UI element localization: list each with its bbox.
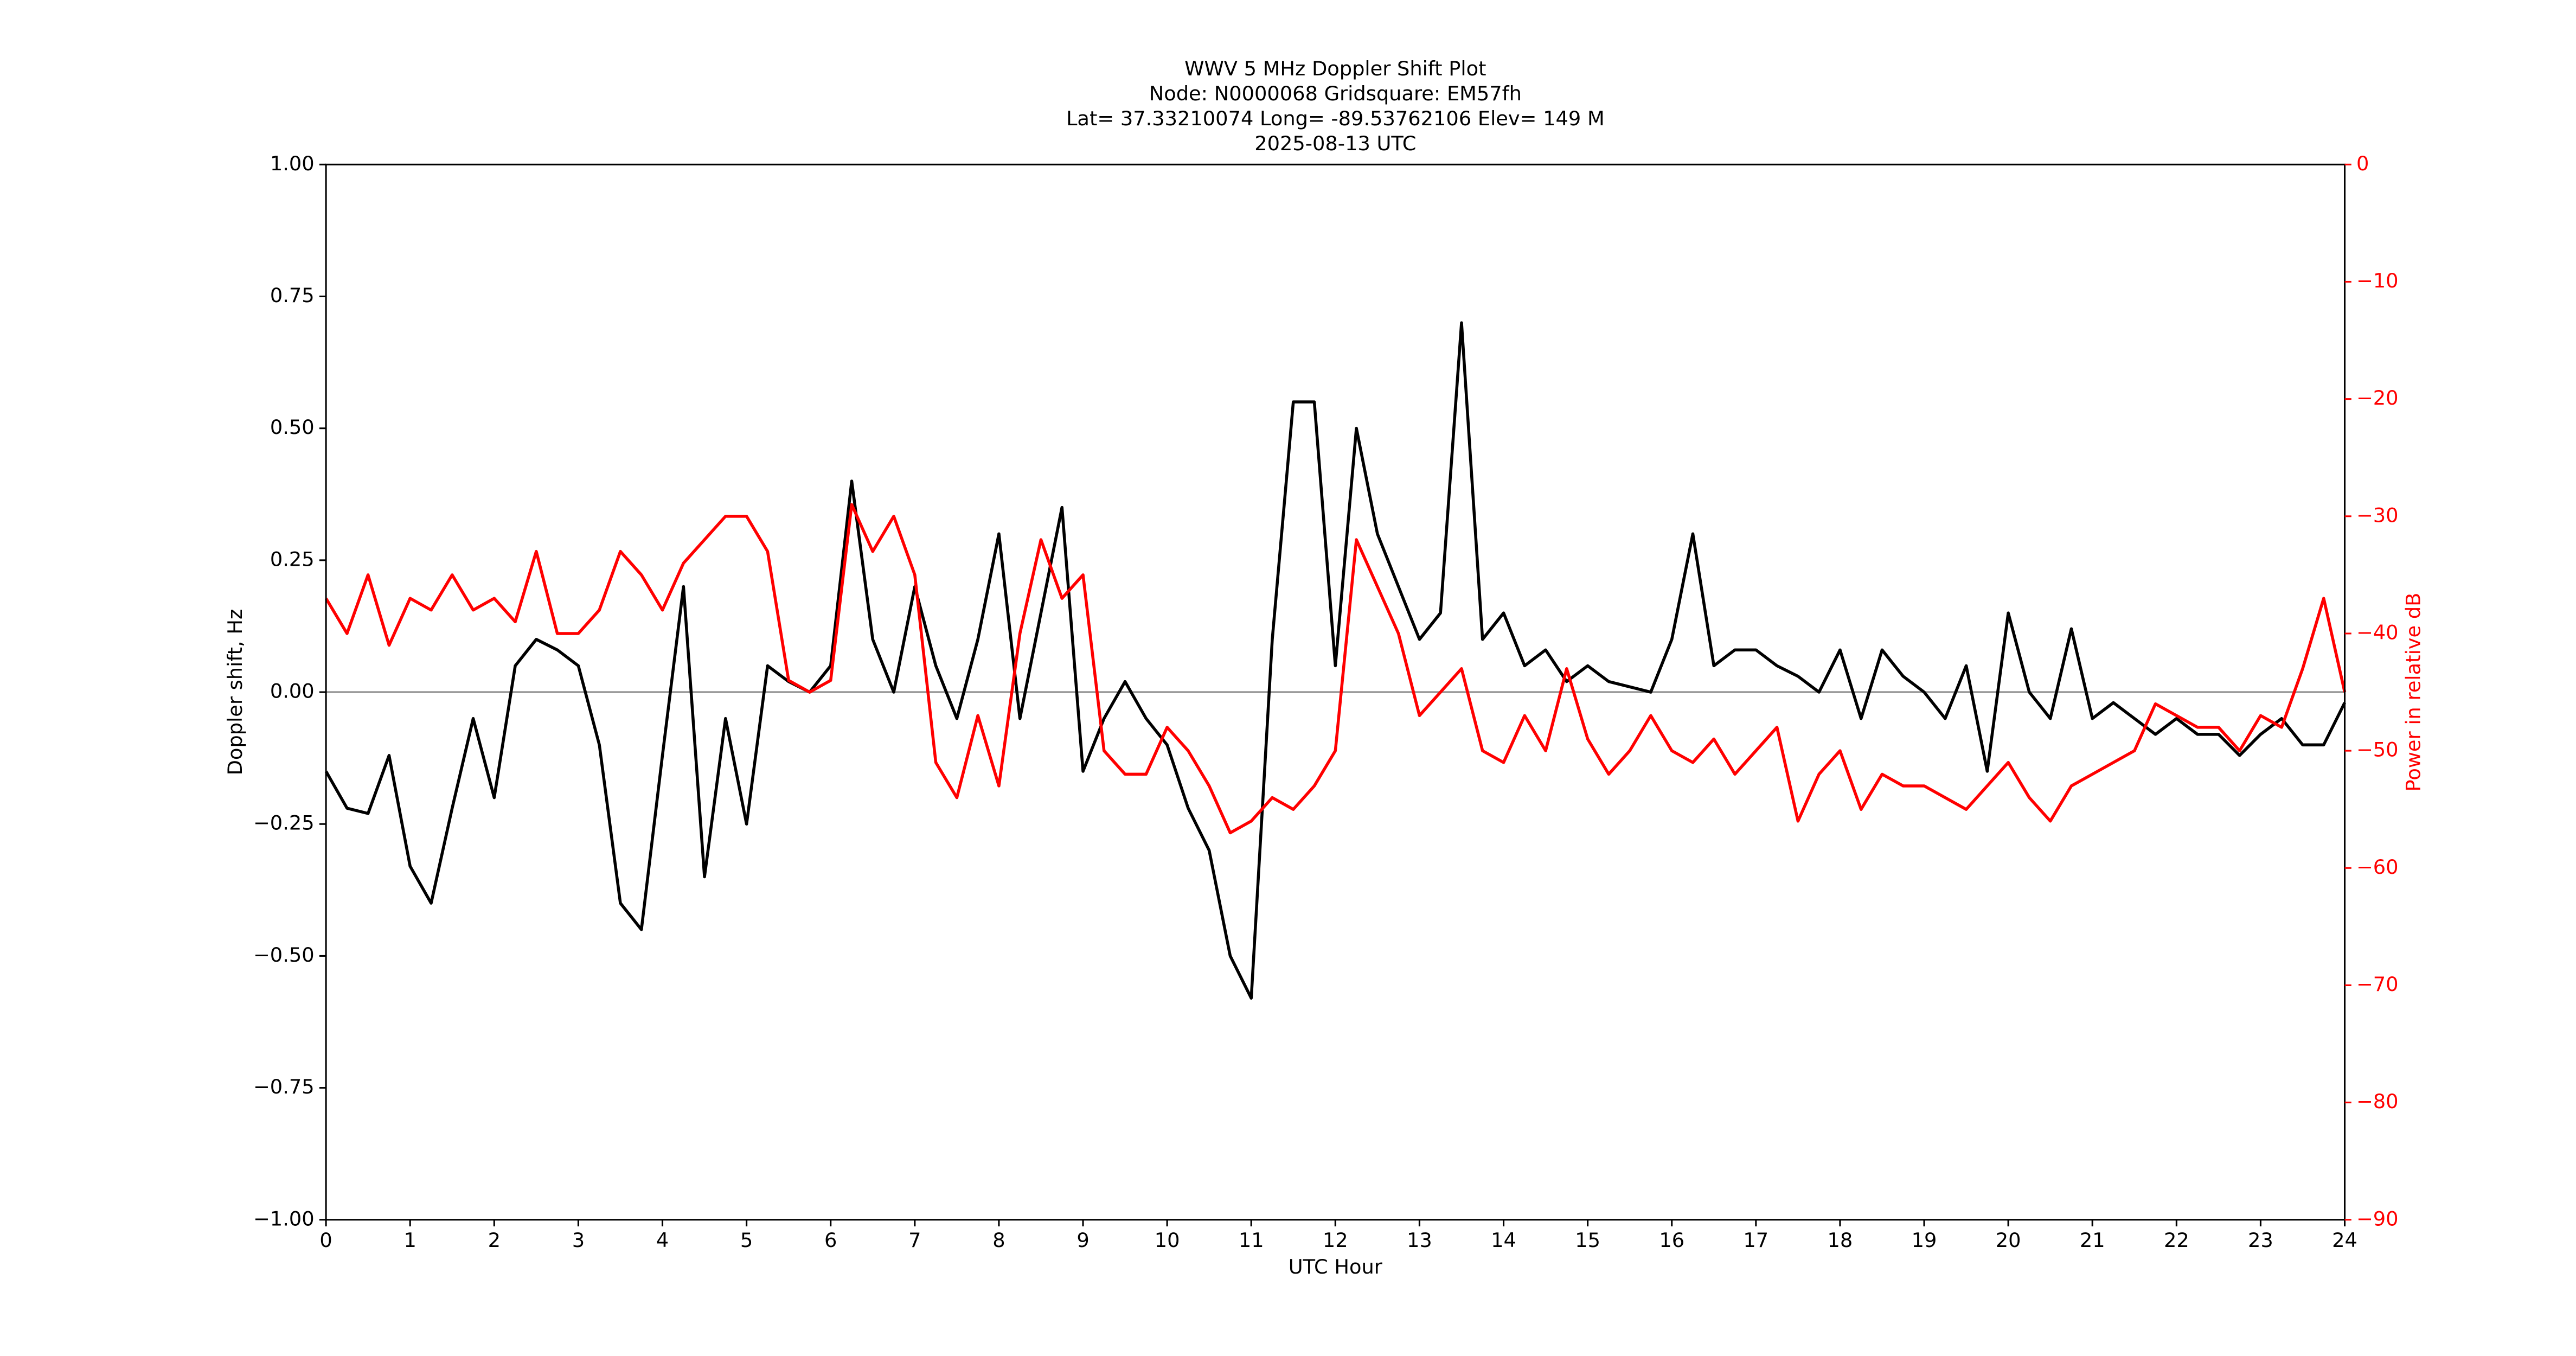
x-tick-label: 0 xyxy=(319,1229,332,1252)
y-axis-label: Doppler shift, Hz xyxy=(223,609,247,776)
x-tick-label: 3 xyxy=(572,1229,585,1252)
y2-tick-label: −80 xyxy=(2356,1090,2399,1113)
x-tick-label: 23 xyxy=(2248,1229,2273,1252)
y-tick-label: 0.25 xyxy=(270,547,315,571)
y2-tick-label: −90 xyxy=(2356,1207,2399,1230)
y2-tick-label: −20 xyxy=(2356,386,2399,410)
x-tick-label: 13 xyxy=(1407,1229,1432,1252)
x-tick-label: 5 xyxy=(740,1229,753,1252)
series-line xyxy=(324,503,2347,835)
chart-title: WWV 5 MHz Doppler Shift Plot xyxy=(1184,57,1486,80)
y-tick-label: 0.00 xyxy=(270,680,315,703)
y2-axis-label: Power in relative dB xyxy=(2402,593,2425,792)
y-tick-label: −0.25 xyxy=(253,811,315,835)
x-tick-label: 9 xyxy=(1076,1229,1089,1252)
y2-tick-label: 0 xyxy=(2356,152,2369,175)
x-tick-label: 20 xyxy=(1996,1229,2021,1252)
chart-title: 2025-08-13 UTC xyxy=(1254,132,1416,155)
x-tick-label: 15 xyxy=(1575,1229,1600,1252)
x-tick-label: 17 xyxy=(1743,1229,1768,1252)
y-tick-label: 1.00 xyxy=(270,152,315,175)
x-tick-label: 4 xyxy=(656,1229,669,1252)
y-tick-label: 0.75 xyxy=(270,284,315,307)
x-tick-label: 16 xyxy=(1659,1229,1684,1252)
y-tick-label: −0.75 xyxy=(253,1075,315,1098)
y2-tick-label: −40 xyxy=(2356,621,2399,644)
x-tick-label: 19 xyxy=(1912,1229,1937,1252)
x-tick-label: 11 xyxy=(1239,1229,1264,1252)
x-tick-label: 14 xyxy=(1491,1229,1516,1252)
y2-tick-label: −50 xyxy=(2356,738,2399,762)
x-tick-label: 12 xyxy=(1323,1229,1348,1252)
x-tick-label: 7 xyxy=(908,1229,921,1252)
x-tick-label: 1 xyxy=(404,1229,416,1252)
series-line xyxy=(324,321,2346,1000)
x-tick-label: 6 xyxy=(824,1229,837,1252)
chart-title: Lat= 37.33210074 Long= -89.53762106 Elev… xyxy=(1066,107,1605,130)
x-tick-label: 18 xyxy=(1828,1229,1853,1252)
y-tick-label: 0.50 xyxy=(270,415,315,439)
y2-tick-label: −30 xyxy=(2356,503,2399,527)
y2-tick-label: −60 xyxy=(2356,855,2399,879)
x-tick-label: 2 xyxy=(488,1229,501,1252)
y2-tick-label: −10 xyxy=(2356,269,2399,292)
chart-title: Node: N0000068 Gridsquare: EM57fh xyxy=(1149,82,1522,105)
x-tick-label: 8 xyxy=(992,1229,1005,1252)
x-axis-label: UTC Hour xyxy=(1289,1255,1383,1278)
plot-frame xyxy=(325,163,2346,1221)
x-tick-label: 10 xyxy=(1155,1229,1180,1252)
y-tick-label: −1.00 xyxy=(253,1207,315,1230)
x-tick-label: 24 xyxy=(2332,1229,2357,1252)
x-tick-label: 22 xyxy=(2164,1229,2189,1252)
x-tick-label: 21 xyxy=(2080,1229,2105,1252)
y2-tick-label: −70 xyxy=(2356,973,2399,996)
y-tick-label: −0.50 xyxy=(253,943,315,967)
